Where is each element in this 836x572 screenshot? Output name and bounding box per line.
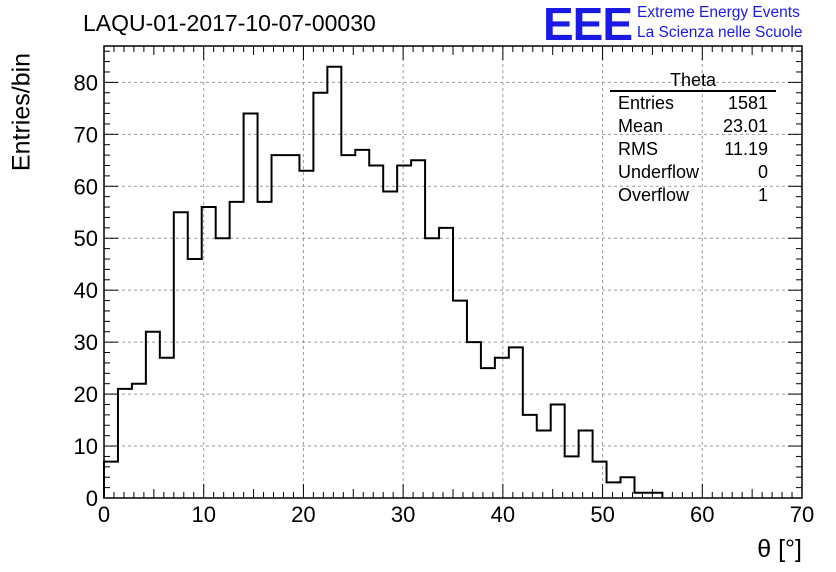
histogram-bin bbox=[648, 493, 662, 498]
y-axis-label: Entries/bin bbox=[8, 53, 37, 171]
histogram-bin bbox=[174, 212, 188, 498]
histogram-bin bbox=[146, 332, 160, 498]
histogram-bin bbox=[327, 67, 341, 498]
stats-value: 1 bbox=[758, 184, 768, 207]
plot-title: LAQU-01-2017-10-07-00030 bbox=[83, 10, 376, 37]
histogram-bin bbox=[453, 301, 467, 498]
x-tick-label: 70 bbox=[790, 502, 814, 527]
histogram-bin bbox=[495, 358, 509, 498]
histogram-bin bbox=[258, 202, 272, 498]
y-tick-label: 20 bbox=[74, 382, 98, 407]
x-tick-label: 10 bbox=[191, 502, 215, 527]
histogram-bin bbox=[523, 415, 537, 498]
histogram-bin bbox=[285, 155, 299, 498]
x-tick-label: 0 bbox=[98, 502, 110, 527]
histogram-bin bbox=[272, 155, 286, 498]
stats-row-mean: Mean 23.01 bbox=[610, 115, 776, 138]
histogram-bin bbox=[341, 155, 355, 498]
x-tick-label: 50 bbox=[590, 502, 614, 527]
stats-label: Entries bbox=[618, 92, 674, 115]
histogram-bin bbox=[160, 358, 174, 498]
y-tick-label: 30 bbox=[74, 330, 98, 355]
stats-label: Overflow bbox=[618, 184, 689, 207]
stats-label: Mean bbox=[618, 115, 663, 138]
stats-box: Theta Entries 1581 Mean 23.01 RMS 11.19 … bbox=[610, 70, 776, 207]
histogram-bin bbox=[202, 207, 216, 498]
stats-title: Theta bbox=[610, 70, 776, 92]
histogram-bin bbox=[593, 462, 607, 498]
histogram-bin bbox=[411, 160, 425, 498]
x-tick-label: 60 bbox=[690, 502, 714, 527]
histogram-bin bbox=[439, 228, 453, 498]
y-tick-label: 50 bbox=[74, 226, 98, 251]
histogram-bin bbox=[397, 165, 411, 498]
histogram-bin bbox=[383, 191, 397, 498]
y-tick-label: 80 bbox=[74, 70, 98, 95]
histogram-bin bbox=[607, 482, 621, 498]
histogram-bin bbox=[634, 493, 648, 498]
x-tick-label: 20 bbox=[291, 502, 315, 527]
stats-value: 11.19 bbox=[724, 138, 768, 161]
y-tick-label: 10 bbox=[74, 434, 98, 459]
x-tick-label: 30 bbox=[391, 502, 415, 527]
histogram-bin bbox=[565, 456, 579, 498]
stats-value: 0 bbox=[758, 161, 768, 184]
x-axis-label: θ [°] bbox=[757, 535, 802, 564]
histogram-bin bbox=[132, 384, 146, 498]
histogram-bin bbox=[355, 150, 369, 498]
stats-label: Underflow bbox=[618, 161, 699, 184]
histogram-bin bbox=[188, 259, 202, 498]
histogram-bin bbox=[481, 368, 495, 498]
y-tick-label: 0 bbox=[86, 486, 98, 511]
eee-logo: EEE bbox=[543, 2, 632, 46]
y-tick-label: 40 bbox=[74, 278, 98, 303]
histogram-bin bbox=[230, 202, 244, 498]
brand-line-1: Extreme Energy Events bbox=[637, 4, 800, 22]
histogram-bin bbox=[551, 404, 565, 498]
stats-row-overflow: Overflow 1 bbox=[610, 184, 776, 207]
histogram-bin bbox=[244, 114, 258, 498]
histogram-bin bbox=[425, 238, 439, 498]
histogram-bin bbox=[216, 238, 230, 498]
brand-line-2: La Scienza nelle Scuole bbox=[637, 24, 802, 42]
histogram-bin bbox=[313, 93, 327, 498]
histogram-bin bbox=[467, 342, 481, 498]
y-tick-label: 60 bbox=[74, 174, 98, 199]
histogram-bin bbox=[118, 389, 132, 498]
stats-row-rms: RMS 11.19 bbox=[610, 138, 776, 161]
y-tick-label: 70 bbox=[74, 122, 98, 147]
x-tick-label: 40 bbox=[491, 502, 515, 527]
histogram-bin bbox=[369, 165, 383, 498]
histogram-bin bbox=[579, 430, 593, 498]
histogram-bin bbox=[299, 171, 313, 498]
stats-label: RMS bbox=[618, 138, 658, 161]
stats-value: 23.01 bbox=[723, 115, 768, 138]
stats-row-underflow: Underflow 0 bbox=[610, 161, 776, 184]
histogram-bin bbox=[537, 430, 551, 498]
stats-row-entries: Entries 1581 bbox=[610, 92, 776, 115]
histogram-bin bbox=[509, 347, 523, 498]
stats-value: 1581 bbox=[728, 92, 768, 115]
